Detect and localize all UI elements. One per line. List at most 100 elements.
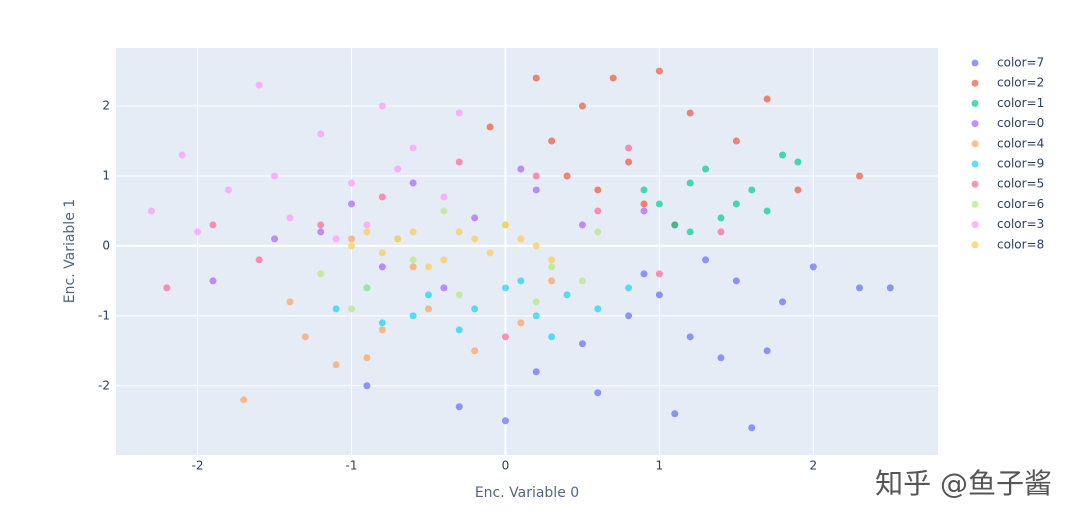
point bbox=[455, 326, 463, 334]
point bbox=[717, 354, 725, 362]
point bbox=[348, 200, 356, 208]
point bbox=[394, 235, 402, 243]
legend-label: color=6 bbox=[997, 197, 1044, 211]
point bbox=[332, 305, 340, 313]
point bbox=[455, 228, 463, 236]
point bbox=[532, 186, 540, 194]
point bbox=[763, 207, 771, 215]
point bbox=[578, 340, 586, 348]
point bbox=[532, 368, 540, 376]
point bbox=[501, 221, 509, 229]
legend-marker bbox=[971, 180, 979, 188]
point bbox=[640, 200, 648, 208]
point bbox=[532, 298, 540, 306]
point bbox=[671, 221, 679, 229]
point bbox=[686, 179, 694, 187]
point bbox=[409, 179, 417, 187]
point bbox=[424, 305, 432, 313]
point bbox=[255, 81, 263, 89]
point bbox=[348, 235, 356, 243]
point bbox=[517, 319, 525, 327]
point bbox=[378, 319, 386, 327]
point bbox=[532, 172, 540, 180]
legend-marker bbox=[971, 241, 979, 249]
legend-label: color=5 bbox=[997, 177, 1044, 191]
y-tick-label: 1 bbox=[102, 168, 110, 182]
point bbox=[625, 284, 633, 292]
point bbox=[440, 256, 448, 264]
point bbox=[532, 242, 540, 250]
point bbox=[640, 270, 648, 278]
point bbox=[409, 256, 417, 264]
point bbox=[471, 235, 479, 243]
point bbox=[301, 333, 309, 341]
point bbox=[378, 193, 386, 201]
point bbox=[548, 137, 556, 145]
point bbox=[855, 284, 863, 292]
point bbox=[640, 207, 648, 215]
point bbox=[317, 130, 325, 138]
point bbox=[455, 291, 463, 299]
point bbox=[286, 214, 294, 222]
legend-marker bbox=[971, 99, 979, 107]
point bbox=[378, 249, 386, 257]
point bbox=[501, 333, 509, 341]
point bbox=[563, 291, 571, 299]
point bbox=[147, 207, 155, 215]
point bbox=[809, 263, 817, 271]
point bbox=[317, 270, 325, 278]
legend-label: color=0 bbox=[997, 116, 1044, 130]
legend-label: color=9 bbox=[997, 157, 1044, 171]
legend-marker bbox=[971, 120, 979, 128]
point bbox=[209, 221, 217, 229]
point bbox=[501, 417, 509, 425]
point bbox=[409, 228, 417, 236]
point bbox=[517, 277, 525, 285]
point bbox=[348, 242, 356, 250]
legend-label: color=1 bbox=[997, 96, 1044, 110]
point bbox=[594, 186, 602, 194]
y-axis-title: Enc. Variable 1 bbox=[62, 199, 78, 303]
x-tick-label: -1 bbox=[346, 459, 358, 473]
point bbox=[348, 179, 356, 187]
watermark: 知乎 @鱼子酱 bbox=[875, 467, 1052, 500]
x-tick-label: 2 bbox=[809, 459, 817, 473]
point bbox=[732, 277, 740, 285]
point bbox=[332, 361, 340, 369]
point bbox=[363, 221, 371, 229]
point bbox=[686, 109, 694, 117]
y-tick-label: 0 bbox=[102, 238, 110, 252]
point bbox=[363, 284, 371, 292]
point bbox=[440, 193, 448, 201]
x-tick-label: 0 bbox=[502, 459, 510, 473]
point bbox=[655, 67, 663, 75]
point bbox=[563, 172, 571, 180]
point bbox=[625, 312, 633, 320]
point bbox=[655, 200, 663, 208]
point bbox=[471, 347, 479, 355]
x-axis-title: Enc. Variable 0 bbox=[475, 485, 579, 501]
point bbox=[332, 235, 340, 243]
point bbox=[794, 186, 802, 194]
point bbox=[378, 326, 386, 334]
point bbox=[779, 298, 787, 306]
point bbox=[717, 228, 725, 236]
point bbox=[424, 263, 432, 271]
x-tick-label: -2 bbox=[192, 459, 204, 473]
legend-marker bbox=[971, 200, 979, 208]
point bbox=[594, 207, 602, 215]
point bbox=[886, 284, 894, 292]
point bbox=[625, 144, 633, 152]
point bbox=[763, 347, 771, 355]
point bbox=[594, 228, 602, 236]
point bbox=[748, 424, 756, 432]
point bbox=[271, 235, 279, 243]
point bbox=[609, 74, 617, 82]
point bbox=[486, 249, 494, 257]
point bbox=[501, 284, 509, 292]
point bbox=[655, 270, 663, 278]
point bbox=[748, 186, 756, 194]
y-tick-label: -2 bbox=[98, 378, 110, 392]
point bbox=[240, 396, 248, 404]
legend-label: color=4 bbox=[997, 136, 1044, 150]
